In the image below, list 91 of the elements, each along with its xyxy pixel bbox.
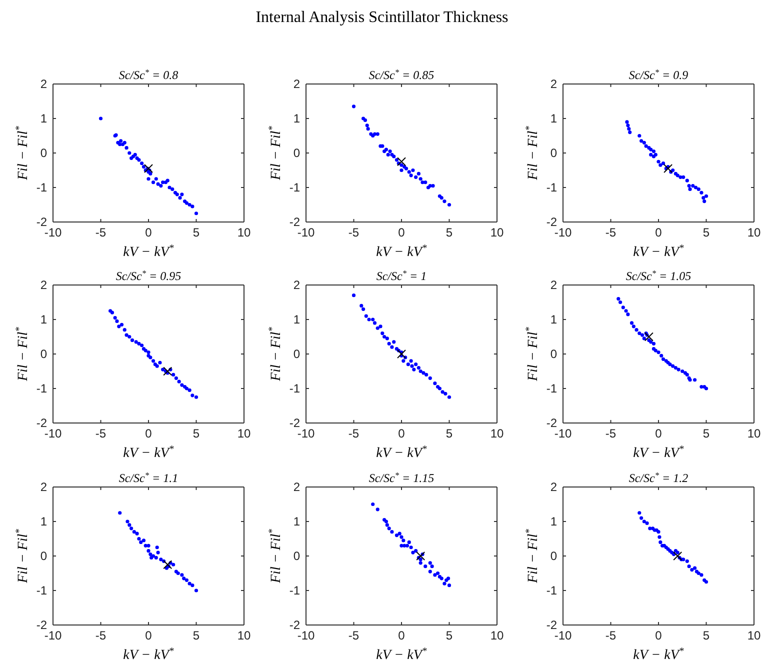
- y-tick-label: 0: [550, 548, 558, 563]
- y-tick-label: 2: [40, 76, 48, 91]
- x-tick-label: 0: [145, 226, 152, 240]
- x-tick-label: -5: [95, 628, 106, 643]
- x-tick-label: 10: [747, 226, 761, 240]
- y-tick-label: -1: [36, 583, 48, 598]
- y-tick-label: 2: [293, 480, 300, 494]
- y-tick-label: 2: [550, 480, 558, 494]
- x-tick-label: -5: [605, 426, 616, 441]
- x-axis-title: kV − kV$^{*}$: [376, 444, 427, 461]
- x-axis-title: kV − kV$^{*}$: [633, 242, 684, 260]
- x-tick-label: -5: [605, 628, 616, 643]
- x-tick-label: 5: [702, 628, 710, 643]
- x-tick-label: 10: [747, 426, 761, 441]
- x-tick-label: 0: [655, 226, 662, 240]
- x-tick-label: 0: [145, 628, 152, 643]
- chart-title: Sc/Sc$^{*}$ = 0.9: [628, 68, 688, 82]
- y-tick-label: 1: [40, 514, 48, 528]
- y-tick-label: 1: [40, 312, 48, 326]
- x-axis-title: kV − kV$^{*}$: [123, 444, 174, 461]
- y-tick-label: 0: [40, 346, 48, 361]
- chart-title: Sc/Sc$^{*}$ = 1.05: [626, 268, 692, 283]
- x-tick-label: 0: [398, 426, 406, 441]
- x-tick-label: 10: [490, 426, 504, 441]
- y-tick-label: 1: [40, 111, 48, 126]
- x-tick-label: 0: [655, 426, 662, 441]
- y-tick-label: 1: [293, 312, 300, 326]
- x-tick-label: 5: [446, 226, 453, 240]
- y-tick-label: -1: [546, 180, 558, 194]
- y-tick-label: 0: [40, 146, 48, 160]
- y-tick-label: -1: [289, 180, 300, 194]
- x-tick-label: 5: [702, 426, 710, 441]
- x-tick-label: 5: [446, 628, 453, 643]
- chart-title: Sc/Sc$^{*}$ = 0.95: [116, 268, 182, 283]
- x-axis-title: kV − kV$^{*}$: [633, 444, 684, 461]
- y-tick-label: -1: [36, 381, 48, 396]
- text: Internal Analysis Scintillator Thickness: [256, 9, 508, 26]
- y-tick-label: -1: [546, 381, 558, 396]
- x-tick-label: 5: [192, 226, 200, 240]
- x-tick-label: -5: [95, 426, 106, 441]
- y-tick-label: 2: [550, 76, 558, 91]
- y-tick-label: 1: [550, 312, 558, 326]
- y-tick-label: 2: [40, 480, 48, 494]
- x-axis-title: kV − kV$^{*}$: [123, 646, 174, 663]
- chart-title: Sc/Sc$^{*}$ = 1.15: [368, 470, 434, 485]
- x-tick-label: 10: [237, 426, 251, 441]
- x-tick-label: 10: [490, 628, 504, 643]
- y-tick-label: 1: [293, 111, 300, 126]
- x-tick-label: -5: [348, 226, 360, 240]
- x-tick-label: 5: [702, 226, 710, 240]
- x-tick-label: -5: [605, 226, 616, 240]
- x-tick-label: 5: [192, 628, 200, 643]
- y-tick-label: 2: [550, 278, 558, 292]
- y-tick-label: 2: [40, 278, 48, 292]
- y-tick-label: 2: [293, 76, 300, 91]
- y-tick-label: 0: [293, 346, 300, 361]
- y-tick-label: 0: [293, 146, 300, 160]
- y-tick-label: 1: [293, 514, 300, 528]
- chart-title: Sc/Sc$^{*}$ = 0.85: [368, 68, 434, 82]
- x-tick-label: 5: [446, 426, 453, 441]
- x-tick-label: 0: [145, 426, 152, 441]
- x-tick-label: 10: [747, 628, 761, 643]
- x-tick-label: 0: [398, 226, 406, 240]
- x-axis-title: kV − kV$^{*}$: [376, 242, 427, 260]
- y-tick-label: -1: [289, 381, 300, 396]
- y-tick-label: 1: [550, 514, 558, 528]
- y-tick-label: 1: [550, 111, 558, 126]
- x-tick-label: -5: [348, 628, 360, 643]
- x-tick-label: 10: [490, 226, 504, 240]
- x-tick-label: 0: [655, 628, 662, 643]
- y-tick-label: 0: [293, 548, 300, 563]
- x-tick-label: 10: [237, 628, 251, 643]
- x-tick-label: -5: [95, 226, 106, 240]
- y-tick-label: -1: [36, 180, 48, 194]
- x-tick-label: 5: [192, 426, 200, 441]
- y-tick-label: 0: [550, 146, 558, 160]
- chart-title: Sc/Sc$^{*}$ = 0.8: [118, 68, 178, 82]
- chart-title: Sc/Sc$^{*}$ = 1: [376, 268, 427, 283]
- y-tick-label: -1: [289, 583, 300, 598]
- y-tick-label: 2: [293, 278, 300, 292]
- x-tick-label: 0: [398, 628, 406, 643]
- y-tick-label: 0: [550, 346, 558, 361]
- y-tick-label: -1: [546, 583, 558, 598]
- y-tick-label: 0: [40, 548, 48, 563]
- x-axis-title: kV − kV$^{*}$: [633, 646, 684, 663]
- x-tick-label: 10: [237, 226, 251, 240]
- x-axis-title: kV − kV$^{*}$: [123, 242, 174, 260]
- x-axis-title: kV − kV$^{*}$: [376, 646, 427, 663]
- chart-title: Sc/Sc$^{*}$ = 1.1: [118, 470, 178, 485]
- chart-title: Sc/Sc$^{*}$ = 1.2: [628, 470, 688, 485]
- x-tick-label: -5: [348, 426, 360, 441]
